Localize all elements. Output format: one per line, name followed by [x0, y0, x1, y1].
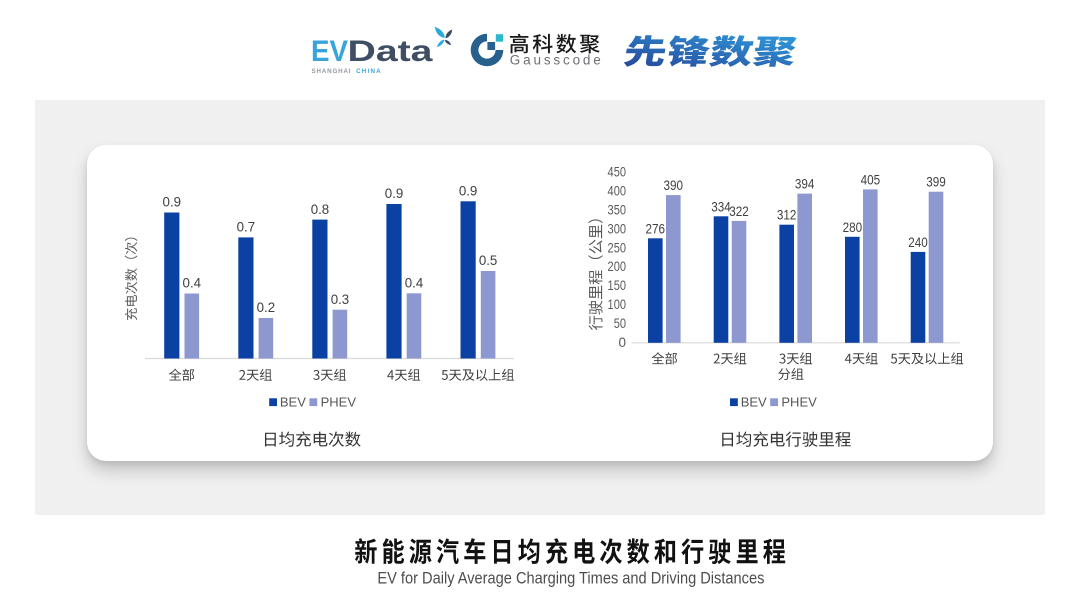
svg-text:300: 300 — [608, 221, 626, 236]
svg-text:CHINA: CHINA — [356, 68, 381, 75]
svg-text:350: 350 — [608, 202, 626, 217]
svg-text:312: 312 — [777, 207, 797, 223]
svg-text:405: 405 — [861, 171, 881, 187]
svg-text:0.8: 0.8 — [311, 201, 330, 217]
svg-text:250: 250 — [608, 240, 626, 255]
svg-text:0.3: 0.3 — [331, 291, 350, 307]
svg-text:0.9: 0.9 — [163, 194, 182, 210]
svg-text:100: 100 — [608, 297, 626, 312]
svg-text:450: 450 — [608, 165, 626, 180]
svg-text:276: 276 — [646, 220, 666, 236]
svg-text:0.9: 0.9 — [385, 185, 404, 201]
svg-text:322: 322 — [729, 203, 749, 219]
svg-text:Gausscode: Gausscode — [510, 53, 601, 68]
svg-text:400: 400 — [608, 184, 626, 199]
svg-text:0.9: 0.9 — [459, 183, 478, 199]
svg-text:PHEV: PHEV — [781, 395, 817, 410]
svg-text:0.4: 0.4 — [183, 275, 202, 291]
svg-text:EV: EV — [311, 35, 348, 68]
svg-text:334: 334 — [711, 198, 731, 214]
svg-text:200: 200 — [608, 259, 626, 274]
svg-text:50: 50 — [614, 316, 626, 331]
svg-text:Data: Data — [348, 35, 434, 68]
svg-text:BEV: BEV — [741, 395, 767, 410]
svg-text:280: 280 — [843, 219, 863, 235]
svg-text:SHANGHAI: SHANGHAI — [312, 68, 351, 75]
svg-text:150: 150 — [608, 278, 626, 293]
svg-text:EV for Daily Average Charging: EV for Daily Average Charging Times and … — [377, 569, 764, 588]
svg-text:0.2: 0.2 — [257, 299, 276, 315]
svg-text:399: 399 — [926, 174, 946, 190]
svg-text:0.7: 0.7 — [237, 219, 256, 235]
svg-text:0: 0 — [618, 335, 626, 350]
svg-text:PHEV: PHEV — [321, 395, 357, 410]
svg-text:390: 390 — [664, 177, 684, 193]
svg-text:240: 240 — [908, 234, 928, 250]
svg-text:BEV: BEV — [280, 395, 306, 410]
svg-text:0.4: 0.4 — [405, 275, 424, 291]
svg-text:0.5: 0.5 — [479, 252, 498, 268]
svg-text:394: 394 — [795, 176, 815, 192]
